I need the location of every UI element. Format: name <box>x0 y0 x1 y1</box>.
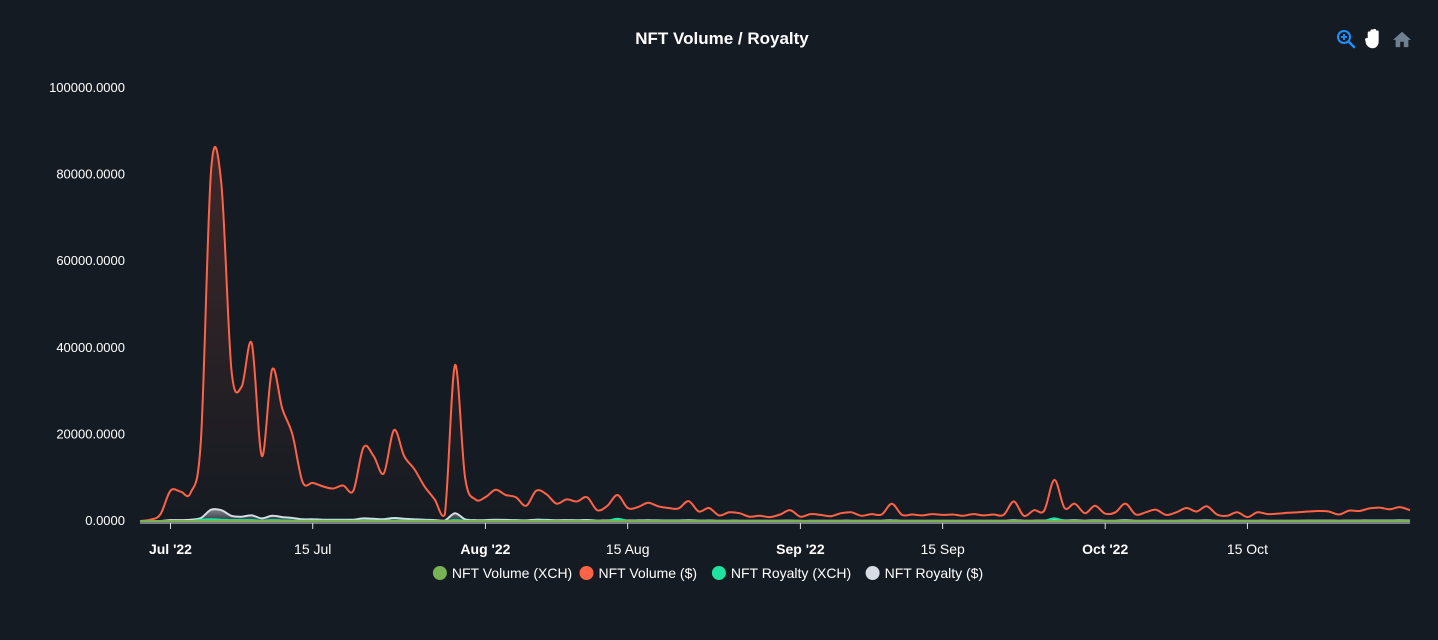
series-line-nft-volume[interactable] <box>139 145 1411 522</box>
y-tick-label: 60000.0000 <box>56 253 125 268</box>
x-tick-label: 15 Jul <box>294 541 331 557</box>
pan-hand-icon[interactable] <box>1364 28 1384 50</box>
legend-marker <box>432 566 447 580</box>
series-area-nft-volume <box>140 146 1410 522</box>
x-axis: Jul '22 15 Jul Aug '22 15 Aug Sep '22 15 Sep O… <box>140 522 1410 557</box>
series-layer <box>139 145 1411 522</box>
x-tick-label: Jul '22 <box>149 541 192 557</box>
chart-title: NFT Volume / Royalty <box>635 29 809 48</box>
x-tick-label: 15 Oct <box>1227 541 1268 557</box>
y-tick-label: 100000.0000 <box>49 80 125 95</box>
chart-toolbar <box>1336 28 1412 50</box>
series-area-nft-royalty <box>140 509 1410 521</box>
x-tick-label: 15 Sep <box>920 541 965 557</box>
y-tick-label: 0.0000 <box>85 513 125 528</box>
legend-label: NFT Royalty (XCH) <box>731 565 851 581</box>
y-axis: 0.0000 20000.0000 40000.0000 60000.0000 8000… <box>49 80 125 528</box>
legend-marker <box>579 566 594 580</box>
legend-label: NFT Volume (XCH) <box>452 565 572 581</box>
legend: NFT Volume (XCH) NFT Volume ($) NFT Royalt… <box>432 565 984 581</box>
legend-label: NFT Royalty ($) <box>885 565 984 581</box>
legend-item[interactable]: NFT Volume ($) <box>579 565 698 581</box>
legend-item[interactable]: NFT Royalty ($) <box>865 565 984 581</box>
x-tick-label: 15 Aug <box>606 541 650 557</box>
legend-marker <box>711 566 726 580</box>
legend-item[interactable]: NFT Volume (XCH) <box>432 565 572 581</box>
y-tick-label: 20000.0000 <box>56 426 125 441</box>
legend-label: NFT Volume ($) <box>599 565 698 581</box>
legend-item[interactable]: NFT Royalty (XCH) <box>711 565 851 581</box>
x-tick-label: Sep '22 <box>776 541 825 557</box>
zoom-in-icon[interactable] <box>1336 28 1356 50</box>
legend-marker <box>865 566 880 580</box>
x-tick-label: Aug '22 <box>460 541 510 557</box>
home-reset-icon[interactable] <box>1392 28 1412 50</box>
y-tick-label: 80000.0000 <box>56 167 125 182</box>
y-tick-label: 40000.0000 <box>56 340 125 355</box>
x-tick-label: Oct '22 <box>1082 541 1128 557</box>
